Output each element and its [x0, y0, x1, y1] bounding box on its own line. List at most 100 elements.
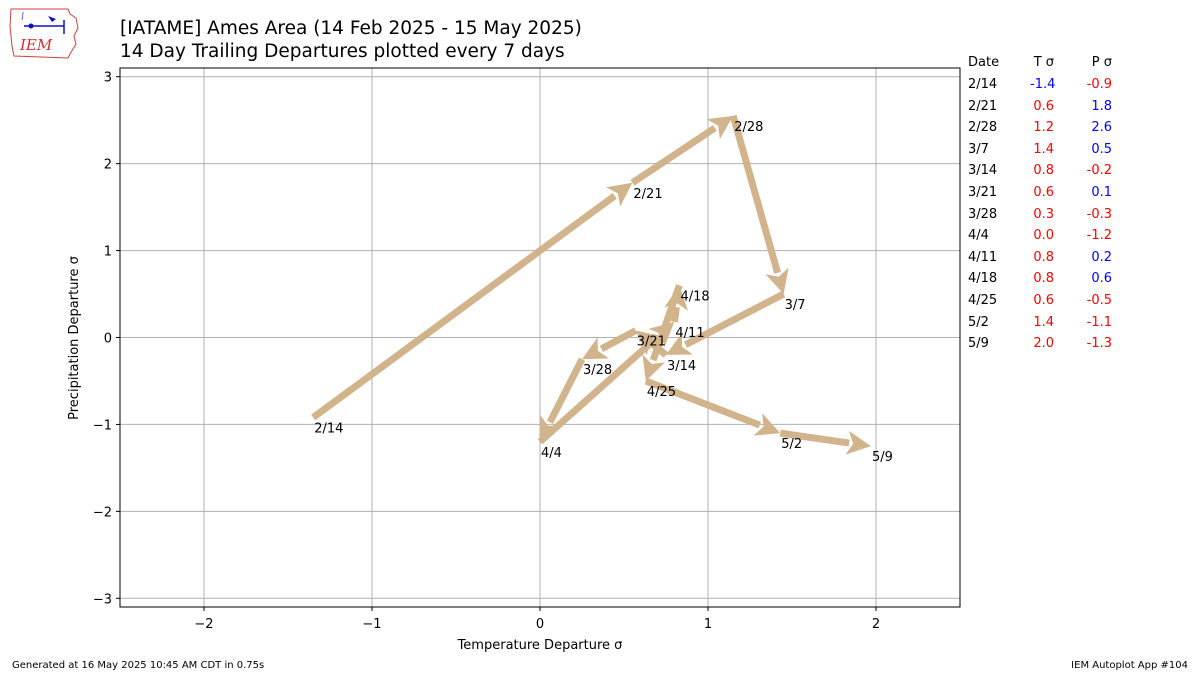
- arrow-head: [666, 333, 693, 355]
- arrow-shaft: [644, 377, 761, 429]
- arrow-head: [605, 182, 633, 207]
- arrow-head: [765, 267, 789, 295]
- row-temp-departure: 0.3: [1033, 206, 1054, 222]
- row-precip-departure: 0.2: [1091, 249, 1112, 265]
- header-precip: P σ: [1091, 55, 1112, 70]
- arrow-3-7-to-3-14: [666, 290, 786, 355]
- row-temp-departure: 0.6: [1033, 293, 1054, 308]
- arrow-2-21-to-2-28: [630, 115, 734, 186]
- row-date: 2/21: [968, 98, 998, 114]
- row-precip-departure: -0.9: [1086, 77, 1112, 92]
- row-temp-departure: 1.4: [1033, 314, 1054, 330]
- row-date: 5/9: [968, 336, 989, 352]
- point-label: 2/21: [633, 187, 662, 202]
- arrow-shaft: [649, 284, 683, 362]
- row-date: 4/25: [968, 293, 998, 308]
- logo-text: IEM: [19, 36, 53, 54]
- row-date: 5/2: [968, 314, 989, 330]
- row-precip-departure: 0.5: [1091, 141, 1112, 157]
- grid: [120, 68, 960, 607]
- arrow-3-28-to-4-4: [540, 357, 586, 442]
- x-tick-label: 1: [704, 617, 712, 632]
- row-temp-departure: 0.0: [1033, 228, 1054, 244]
- arrow-shaft: [779, 429, 850, 447]
- y-tick-label: 3: [104, 71, 112, 86]
- y-tick-label: −2: [93, 505, 112, 520]
- point-label: 2/14: [314, 421, 343, 436]
- arrow-shaft: [546, 357, 586, 424]
- x-tick-label: 2: [872, 617, 880, 632]
- point-label: 4/25: [647, 385, 676, 400]
- row-date: 4/18: [968, 271, 998, 287]
- row-date: 3/14: [968, 163, 998, 179]
- arrow-shaft: [537, 333, 661, 445]
- row-temp-departure: 2.0: [1033, 336, 1054, 352]
- row-precip-departure: 1.8: [1091, 98, 1112, 114]
- arrow-2-14-to-2-21: [311, 182, 633, 421]
- row-date: 3/28: [968, 206, 998, 222]
- y-axis-label: Precipitation Departure σ: [67, 256, 82, 420]
- footer-app: IEM Autoplot App #104: [1071, 660, 1188, 671]
- arrow-4-18-to-4-25: [642, 284, 683, 381]
- arrow-shaft: [683, 290, 786, 348]
- point-label: 3/21: [637, 335, 666, 350]
- header-date: Date: [968, 55, 1000, 70]
- title-line-1: [IATAME] Ames Area (14 Feb 2025 - 15 May…: [120, 18, 582, 39]
- row-precip-departure: 0.1: [1091, 185, 1112, 200]
- y-tick-label: 0: [104, 332, 112, 347]
- y-tick-label: −3: [93, 592, 112, 607]
- arrow-shaft: [599, 327, 638, 352]
- x-tick-label: −1: [362, 617, 381, 632]
- arrow-head: [845, 430, 871, 455]
- row-date: 4/4: [968, 228, 989, 244]
- row-temp-departure: 0.6: [1033, 98, 1054, 114]
- arrow-shaft: [729, 114, 781, 274]
- header-temp: T σ: [1033, 55, 1054, 70]
- arrow-5-2-to-5-9: [779, 429, 871, 455]
- row-precip-departure: 0.6: [1091, 271, 1112, 287]
- point-label: 4/4: [541, 446, 562, 461]
- plot-frame: [119, 67, 961, 608]
- row-date: 4/11: [968, 249, 998, 265]
- arrow-shaft: [630, 125, 717, 186]
- x-axis-label: Temperature Departure σ: [457, 638, 623, 653]
- row-precip-departure: -1.3: [1086, 336, 1112, 352]
- point-label: 4/11: [675, 326, 704, 341]
- iem-logo: ᶘ IEM: [8, 6, 80, 60]
- point-label: 4/18: [680, 289, 709, 304]
- arrow-head: [753, 413, 781, 436]
- footer-generated: Generated at 16 May 2025 10:45 AM CDT in…: [12, 660, 265, 671]
- arrow-2-28-to-3-7: [729, 114, 789, 295]
- row-date: 2/28: [968, 120, 998, 136]
- axis-ticks: −2 −1 0 1 2 −3 −2 −1 0 1 2 3: [93, 71, 880, 632]
- row-temp-departure: 0.6: [1033, 185, 1054, 200]
- y-tick-label: 2: [104, 158, 112, 173]
- row-precip-departure: -1.2: [1086, 228, 1112, 244]
- arrow-head: [706, 115, 734, 140]
- row-date: 3/21: [968, 185, 998, 200]
- row-precip-departure: -0.3: [1086, 206, 1112, 222]
- row-temp-departure: 1.4: [1033, 141, 1054, 157]
- point-label: 5/9: [872, 450, 893, 465]
- x-tick-label: −2: [194, 617, 213, 632]
- title-line-2: 14 Day Trailing Departures plotted every…: [120, 41, 565, 62]
- chart-title: [IATAME] Ames Area (14 Feb 2025 - 15 May…: [120, 17, 582, 63]
- y-tick-label: −1: [93, 418, 112, 433]
- iowa-map-icon: ᶘ IEM: [9, 8, 79, 59]
- row-temp-departure: -1.4: [1030, 77, 1056, 92]
- x-tick-label: 0: [536, 617, 544, 632]
- arrow-3-21-to-3-28: [582, 327, 638, 360]
- row-precip-departure: -0.5: [1086, 293, 1112, 308]
- arrow-head: [582, 337, 609, 360]
- row-precip-departure: 2.6: [1091, 120, 1112, 136]
- svg-text:ᶘ: ᶘ: [21, 12, 24, 20]
- row-date: 3/7: [968, 141, 989, 157]
- row-precip-departure: -0.2: [1086, 163, 1112, 179]
- arrow-4-25-to-5-2: [644, 377, 781, 436]
- row-temp-departure: 1.2: [1033, 120, 1054, 136]
- y-tick-label: 1: [104, 245, 112, 260]
- row-precip-departure: -1.1: [1086, 314, 1112, 330]
- point-label: 2/28: [734, 120, 763, 135]
- point-label: 3/28: [583, 363, 612, 378]
